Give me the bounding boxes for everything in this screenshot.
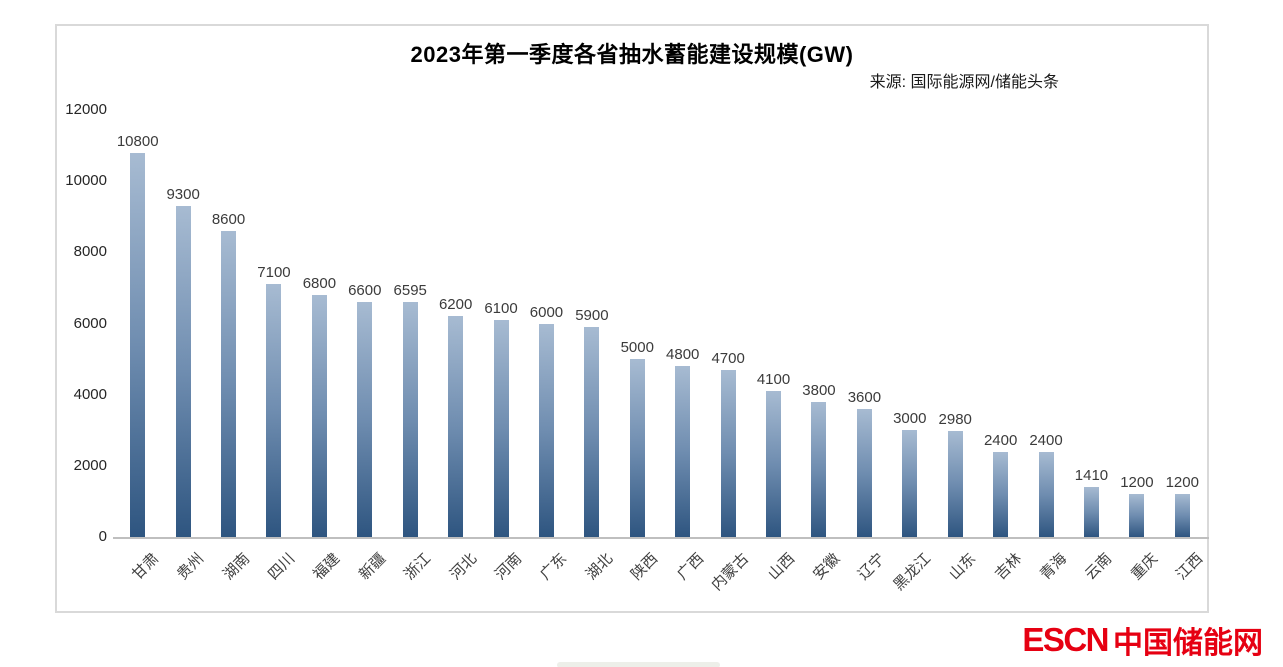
bar (493, 319, 509, 537)
bar-value-label: 6800 (302, 275, 337, 293)
y-axis-tick-label: 10000 (65, 172, 107, 190)
cut-off-element (557, 662, 720, 667)
chart-frame: 2023年第一季度各省抽水蓄能建设规模(GW) 来源: 国际能源网/储能头条 0… (55, 24, 1209, 613)
x-axis-category-label: 福建 (310, 550, 344, 584)
x-axis-category-label: 陕西 (628, 550, 662, 584)
bar (584, 327, 600, 537)
bar-value-label: 5900 (575, 307, 609, 325)
x-axis-category-label: 重庆 (1127, 550, 1162, 584)
bar-value-label: 1200 (1165, 474, 1199, 492)
bar (402, 302, 418, 537)
bar (538, 323, 554, 537)
x-axis-category-label: 贵州 (174, 550, 208, 584)
x-axis-line (113, 537, 1209, 539)
bar (766, 391, 782, 537)
x-axis-category-label: 甘肃 (128, 550, 162, 584)
x-axis-category-label: 湖南 (219, 550, 253, 584)
x-axis-category-label: 山西 (764, 550, 798, 584)
bar-value-label: 10800 (116, 132, 159, 150)
bar-value-label: 3600 (847, 388, 882, 406)
x-axis-category-label: 四川 (264, 550, 299, 584)
y-axis-tick-label: 0 (98, 528, 107, 545)
bar-value-label: 2980 (938, 410, 972, 428)
bar-value-label: 6200 (438, 296, 473, 314)
bar-value-label: 2400 (983, 431, 1018, 449)
x-axis-category-label: 安徽 (809, 550, 844, 584)
bar-value-label: 3800 (802, 381, 836, 399)
bar (221, 230, 237, 537)
chart-title: 2023年第一季度各省抽水蓄能建设规模(GW) (410, 42, 854, 67)
escn-logo-text-en: ESCN (1022, 621, 1109, 658)
bar (1129, 494, 1145, 537)
bar (266, 284, 282, 537)
x-axis-category-label: 云南 (1082, 550, 1116, 584)
bar-value-label: 9300 (166, 186, 200, 204)
bar (811, 401, 827, 537)
bar-value-label: 4100 (756, 371, 791, 389)
bar-value-label: 6595 (393, 282, 427, 300)
y-axis-tick-label: 4000 (73, 385, 107, 403)
bar (902, 430, 918, 537)
x-axis-category-label: 湖北 (582, 550, 617, 584)
x-axis-category-label: 吉林 (991, 550, 1025, 584)
bar (629, 359, 645, 537)
bar (993, 451, 1009, 537)
bar (311, 295, 327, 537)
x-axis-category-label: 新疆 (355, 550, 389, 584)
bar-value-label: 1410 (1074, 466, 1109, 484)
x-axis-category-label: 黑龙江 (890, 550, 934, 594)
bar-value-label: 5000 (620, 339, 654, 357)
y-axis-tick-label: 8000 (73, 243, 107, 261)
x-axis-category-label: 山东 (946, 550, 980, 584)
bar-value-label: 2400 (1029, 431, 1063, 449)
y-axis-tick-label: 12000 (65, 101, 107, 118)
x-axis-category-label: 河南 (491, 550, 526, 584)
x-axis-category-label: 内蒙古 (708, 550, 753, 594)
bar-value-label: 4800 (666, 346, 700, 364)
bar (1083, 486, 1099, 537)
y-axis-tick-label: 2000 (73, 456, 107, 474)
bar-value-label: 6600 (348, 282, 382, 300)
x-axis-category-label: 广东 (537, 550, 571, 584)
bar (947, 430, 963, 537)
bar-value-label: 8600 (211, 210, 246, 228)
bar (175, 206, 191, 537)
bar (448, 316, 464, 537)
bar-value-label: 6100 (484, 299, 518, 317)
bar-value-label: 6000 (529, 303, 564, 321)
x-axis-category-label: 辽宁 (855, 550, 889, 584)
x-axis-category-label: 浙江 (401, 550, 435, 584)
chart-source-caption: 来源: 国际能源网/储能头条 (869, 74, 1059, 91)
bar (357, 302, 373, 537)
x-axis-category-label: 江西 (1173, 550, 1207, 584)
bar-value-label: 4700 (711, 349, 745, 367)
escn-logo-text-cn: 中国储能网 (1113, 627, 1263, 660)
bar (720, 369, 736, 537)
x-axis-category-label: 河北 (446, 550, 480, 584)
bar (1174, 494, 1190, 537)
bar (856, 408, 872, 537)
bar-value-label: 1200 (1120, 474, 1154, 492)
bar-value-label: 7100 (257, 264, 291, 282)
escn-logo: ESCN 中国储能网 (1022, 618, 1263, 662)
bar (675, 366, 691, 537)
bar (130, 152, 146, 537)
x-axis-category-label: 广西 (673, 550, 707, 584)
bar-value-label: 3000 (893, 410, 927, 428)
y-axis-tick-label: 6000 (73, 314, 107, 332)
x-axis-category-label: 青海 (1036, 550, 1071, 584)
bar (1038, 451, 1054, 537)
